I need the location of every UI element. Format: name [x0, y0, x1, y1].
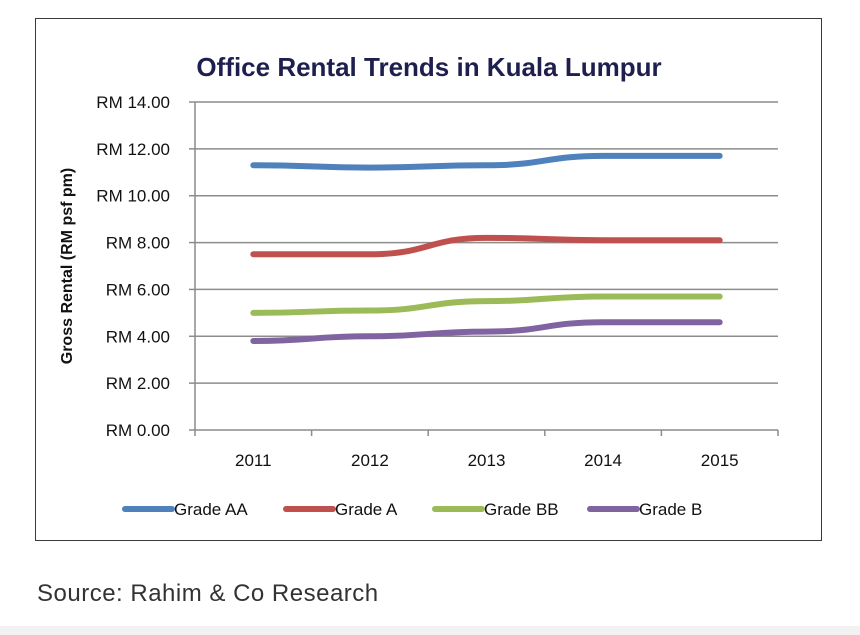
y-tick-label: RM 14.00	[96, 93, 170, 112]
y-tick-label: RM 0.00	[106, 421, 170, 440]
source-caption: Source: Rahim & Co Research	[37, 580, 379, 607]
y-tick-label: RM 6.00	[106, 280, 170, 299]
bottom-band	[0, 626, 860, 635]
y-tick-labels: RM 0.00 RM 2.00 RM 4.00 RM 6.00 RM 8.00 RM 10…	[96, 93, 170, 440]
gridlines	[195, 101, 778, 384]
legend-label-grade-a: Grade A	[335, 500, 398, 519]
series-lines	[250, 152, 723, 344]
series-line-grade-a	[250, 234, 723, 258]
series-line-grade-b	[250, 319, 723, 344]
x-tick-label: 2011	[235, 451, 272, 470]
x-tick-label: 2014	[584, 451, 622, 470]
y-axis-title: Gross Rental (RM psf pm)	[59, 168, 76, 364]
legend-label-grade-b: Grade B	[639, 500, 702, 519]
y-tick-label: RM 8.00	[106, 234, 170, 253]
y-tick-label: RM 12.00	[96, 140, 170, 159]
axes	[189, 101, 779, 436]
chart-frame	[35, 18, 822, 541]
chart-title: Office Rental Trends in Kuala Lumpur	[196, 52, 661, 82]
series-line-grade-aa	[250, 152, 723, 171]
x-tick-label: 2015	[701, 451, 739, 470]
legend: Grade AA Grade A Grade BB Grade B	[122, 500, 702, 519]
x-tick-label: 2013	[468, 451, 506, 470]
legend-label-grade-aa: Grade AA	[174, 500, 248, 519]
x-tick-label: 2012	[351, 451, 389, 470]
y-tick-label: RM 2.00	[106, 374, 170, 393]
y-tick-label: RM 10.00	[96, 187, 170, 206]
series-line-grade-bb	[250, 293, 723, 316]
x-tick-labels: 2011 2012 2013 2014 2015	[235, 451, 739, 470]
legend-label-grade-bb: Grade BB	[484, 500, 559, 519]
y-tick-label: RM 4.00	[106, 327, 170, 346]
